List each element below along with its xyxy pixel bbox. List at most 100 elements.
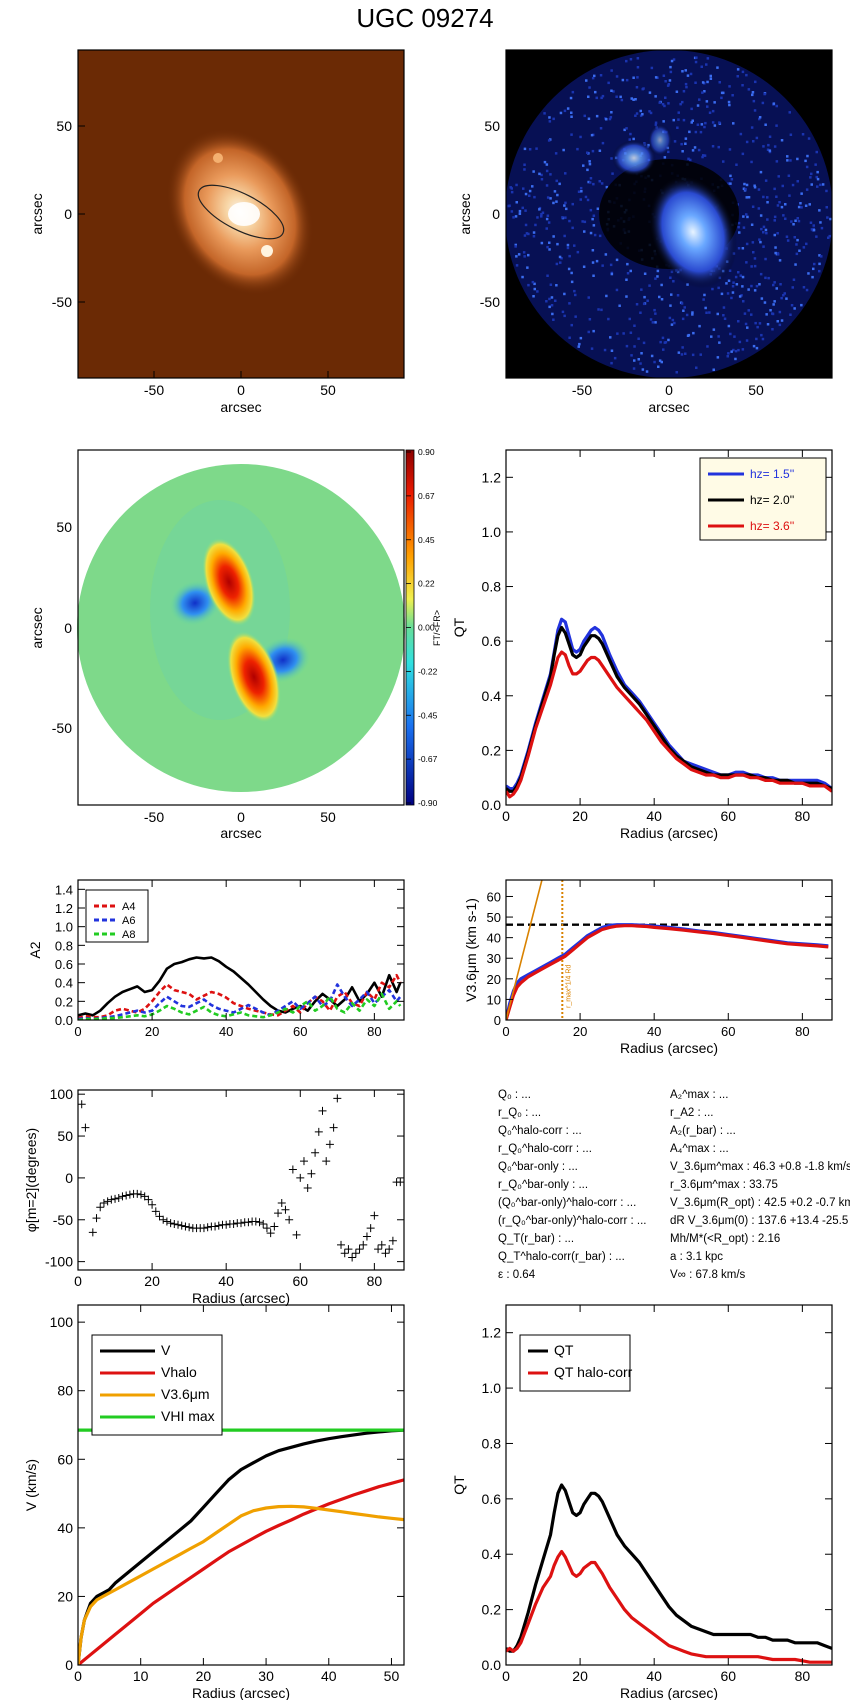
colorbar-tick-label: -0.45 xyxy=(418,710,438,720)
noise-dot xyxy=(760,297,764,300)
noise-dot xyxy=(775,287,778,290)
noise-dot xyxy=(666,84,670,87)
noise-dot xyxy=(609,116,613,119)
x-axis-label: Radius (arcsec) xyxy=(192,1685,290,1700)
noise-dot xyxy=(717,145,720,149)
chart-qt-scaleheights: 0 20 40 60 80 0.0 0.2 0.4 0.6 0.8 1.0 1.2 Radius (ar… xyxy=(451,449,833,841)
data-point xyxy=(385,1245,394,1254)
noise-dot xyxy=(733,335,736,338)
y-axis-label: QT xyxy=(451,1475,467,1495)
noise-dot xyxy=(580,190,583,193)
info-right-line: V_3.6μm(R_opt) : 42.5 +0.2 -0.7 km/s xyxy=(670,1197,850,1209)
noise-dot xyxy=(786,159,789,162)
noise-dot xyxy=(630,97,633,100)
noise-dot xyxy=(546,245,549,249)
noise-dot xyxy=(532,295,535,298)
data-point xyxy=(270,1222,279,1231)
data-point xyxy=(348,1253,357,1262)
noise-dot xyxy=(722,314,725,317)
noise-dot xyxy=(591,249,595,252)
noise-dot xyxy=(522,187,525,190)
data-point xyxy=(299,1157,308,1166)
y-tick-label: 1.2 xyxy=(55,901,73,916)
frame xyxy=(505,49,833,379)
noise-dot xyxy=(741,152,745,156)
noise-dot xyxy=(687,157,690,161)
noise-dot xyxy=(532,170,535,173)
series-line xyxy=(78,956,402,1017)
noise-dot xyxy=(626,262,629,266)
noise-dot xyxy=(816,177,820,181)
noise-dot xyxy=(764,179,768,182)
noise-dot xyxy=(545,163,549,166)
y-tick-label: 0.0 xyxy=(482,1657,502,1673)
noise-dot xyxy=(699,130,703,134)
noise-dot xyxy=(747,288,750,291)
axes-frame xyxy=(77,1304,405,1666)
noise-dot xyxy=(735,163,738,166)
noise-dot xyxy=(691,313,694,316)
info-right-line: A₂(r_bar) : ... xyxy=(670,1125,736,1137)
noise-dot xyxy=(598,180,601,183)
noise-dot xyxy=(785,235,789,238)
legend: V Vhalo V3.6μm VHI max xyxy=(91,1334,223,1436)
noise-dot xyxy=(755,284,759,288)
noise-dot xyxy=(778,201,781,204)
x-tick-label: 80 xyxy=(367,1024,381,1039)
noise-dot xyxy=(730,296,733,300)
p1-xlabel: arcsec xyxy=(220,399,261,415)
data-point xyxy=(307,1169,316,1178)
noise-dot xyxy=(579,198,582,201)
legend-label: QT xyxy=(554,1342,574,1358)
noise-dot xyxy=(599,74,603,77)
data-point xyxy=(144,1195,153,1204)
noise-dot xyxy=(783,292,786,295)
noise-dot xyxy=(523,234,527,237)
noise-dot xyxy=(586,198,590,202)
series-line xyxy=(78,1478,404,1665)
p2-ytick: 0 xyxy=(492,206,500,222)
noise-dot xyxy=(755,346,759,350)
noise-dot xyxy=(640,352,643,355)
noise-dot xyxy=(718,341,721,344)
noise-dot xyxy=(637,358,640,361)
x-tick-label: 40 xyxy=(219,1024,233,1039)
noise-dot xyxy=(811,275,814,279)
noise-dot xyxy=(681,346,684,349)
data-point xyxy=(325,1140,334,1149)
noise-dot xyxy=(704,306,707,310)
noise-dot xyxy=(820,255,823,258)
noise-dot xyxy=(673,321,676,325)
p1-ticks xyxy=(78,125,329,378)
noise-dot xyxy=(608,117,612,121)
data-point xyxy=(96,1203,105,1212)
noise-dot xyxy=(745,140,749,144)
data-point xyxy=(288,1165,297,1174)
noise-dot xyxy=(675,371,678,374)
data-point xyxy=(159,1215,168,1224)
noise-dot xyxy=(535,147,538,150)
noise-dot xyxy=(585,79,588,82)
data-point xyxy=(162,1217,171,1226)
noise-dot xyxy=(819,183,822,187)
noise-dot xyxy=(553,190,557,193)
noise-dot xyxy=(622,332,625,335)
info-right-line: r_3.6μm^max : 33.75 xyxy=(670,1179,778,1191)
noise-dot xyxy=(790,220,793,223)
data-point xyxy=(266,1229,275,1238)
data-point xyxy=(311,1148,320,1157)
y-tick-label: 50 xyxy=(57,1128,73,1144)
noise-dot xyxy=(775,195,778,198)
noise-dot xyxy=(592,182,595,186)
data-point xyxy=(203,1223,212,1232)
noise-dot xyxy=(555,179,558,183)
noise-dot xyxy=(800,206,803,209)
noise-dot xyxy=(780,139,784,142)
noise-dot xyxy=(598,234,602,238)
x-tick-label: 0 xyxy=(502,1668,510,1684)
noise-dot xyxy=(711,287,714,291)
noise-dot xyxy=(736,68,740,71)
noise-dot xyxy=(591,76,595,80)
rmax-label: r_max^1/4 Rd xyxy=(565,965,572,1008)
noise-dot xyxy=(695,366,698,369)
